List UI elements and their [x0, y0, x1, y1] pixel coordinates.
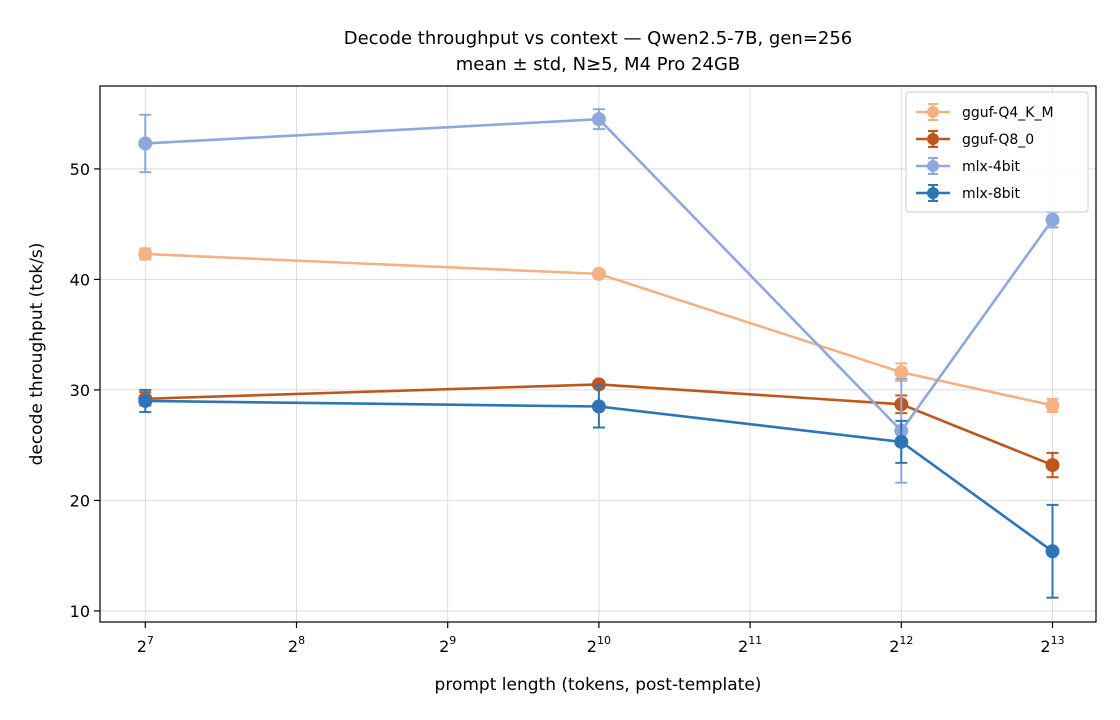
data-point: [1045, 398, 1060, 413]
legend-entry: gguf-Q8_0: [916, 130, 1034, 148]
legend-swatch-marker: [927, 106, 939, 118]
x-tick-label: 211: [738, 634, 762, 656]
series-gguf-Q8_0: [138, 377, 1060, 479]
data-point: [138, 393, 153, 408]
x-tick-label: 210: [587, 634, 611, 656]
data-point: [894, 365, 909, 380]
series-line: [145, 252, 1053, 407]
y-tick-label: 30: [70, 381, 90, 400]
data-point: [591, 377, 606, 392]
x-tick-exponent: 11: [748, 634, 762, 647]
x-tick-base: 2: [288, 637, 298, 656]
x-tick-exponent: 8: [298, 634, 305, 647]
legend-swatch-marker: [927, 133, 939, 145]
x-axis: 27 28 29 210 211 212 213: [137, 622, 1065, 656]
x-tick-label: 212: [889, 634, 913, 656]
data-point: [138, 246, 153, 261]
x-tick-exponent: 10: [597, 634, 611, 647]
x-tick-base: 2: [738, 637, 748, 656]
y-tick-label: 40: [70, 270, 90, 289]
series-layer: [138, 108, 1060, 599]
x-tick-base: 2: [439, 637, 449, 656]
data-point: [1045, 458, 1060, 473]
legend-label: gguf-Q4_K_M: [962, 105, 1054, 121]
legend-label: mlx-4bit: [962, 159, 1021, 175]
data-point: [138, 136, 153, 151]
x-tick-base: 2: [889, 637, 899, 656]
data-point: [1045, 544, 1060, 559]
y-tick-label: 50: [70, 160, 90, 179]
y-axis-label: decode throughput (tok/s): [27, 243, 47, 466]
x-tick-label: 28: [288, 634, 305, 656]
legend-swatch-marker: [927, 187, 939, 199]
y-axis: 10 20 30 40 50: [70, 160, 100, 621]
series-line: [145, 383, 1053, 467]
chart-subtitle: mean ± std, N≥5, M4 Pro 24GB: [456, 54, 741, 75]
x-tick-base: 2: [587, 637, 597, 656]
data-point: [1045, 212, 1060, 227]
data-point: [894, 434, 909, 449]
x-tick-exponent: 7: [147, 634, 154, 647]
x-tick-exponent: 9: [449, 634, 456, 647]
x-tick-label: 213: [1040, 634, 1064, 656]
legend-entry: gguf-Q4_K_M: [916, 103, 1054, 121]
data-point: [591, 112, 606, 127]
series-line: [145, 117, 1054, 433]
data-point: [591, 399, 606, 414]
x-tick-base: 2: [1040, 637, 1050, 656]
legend-label: gguf-Q8_0: [962, 132, 1034, 148]
x-tick-exponent: 13: [1051, 634, 1065, 647]
legend-swatch-marker: [927, 160, 939, 172]
plot-frame: [99, 85, 1097, 623]
x-tick-base: 2: [137, 637, 147, 656]
legend-label: mlx-8bit: [962, 186, 1021, 202]
x-axis-label: prompt length (tokens, post-template): [435, 675, 762, 695]
x-tick-label: 27: [137, 634, 154, 656]
legend-entry: mlx-8bit: [916, 184, 1021, 202]
x-tick-label: 29: [439, 634, 456, 656]
legend-entry: mlx-4bit: [916, 157, 1021, 175]
legend-box: [905, 91, 1089, 213]
data-point: [591, 266, 606, 281]
series-line: [145, 399, 1054, 553]
x-tick-exponent: 12: [899, 634, 913, 647]
legend: gguf-Q4_K_M gguf-Q8_0 mlx-4bit mlx-8bit: [905, 91, 1089, 213]
y-tick-label: 10: [70, 602, 90, 621]
y-tick-label: 20: [70, 491, 90, 510]
chart-title: Decode throughput vs context — Qwen2.5-7…: [344, 28, 853, 49]
series-gguf-Q4_K_M: [138, 246, 1060, 414]
series-mlx-8bit: [138, 384, 1060, 599]
